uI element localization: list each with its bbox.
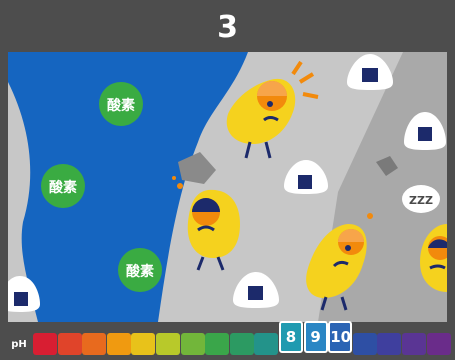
rice-ball[interactable]: [8, 276, 40, 312]
game-scene: 酸素 酸素 酸素: [8, 52, 447, 322]
ph-cell[interactable]: [106, 333, 131, 355]
ph-cell[interactable]: [57, 333, 82, 355]
ph-cell[interactable]: [426, 333, 451, 355]
rice-ball[interactable]: [347, 54, 393, 90]
ph-cell[interactable]: [131, 333, 156, 355]
oxygen-bubble: 酸素: [99, 82, 143, 126]
bacteria-character[interactable]: [226, 60, 319, 159]
ph-cell[interactable]: [402, 333, 426, 355]
ph-cell[interactable]: [82, 333, 107, 355]
level-number: 3: [217, 10, 238, 45]
oxygen-bubble: 酸素: [41, 164, 85, 208]
rock: [178, 152, 216, 184]
river-bank-left: [8, 82, 38, 322]
ph-cell[interactable]: [377, 333, 402, 355]
rock: [376, 156, 398, 176]
ph-cell-active[interactable]: 8: [279, 321, 303, 353]
ph-cell[interactable]: [205, 333, 230, 355]
ph-cell-active[interactable]: 9: [303, 321, 328, 353]
ph-cell[interactable]: [33, 333, 57, 355]
ph-cell[interactable]: [254, 333, 279, 355]
oxygen-label: 酸素: [126, 263, 154, 280]
ph-cell[interactable]: [229, 333, 254, 355]
ph-cell-active[interactable]: 10: [328, 321, 353, 353]
ph-cell[interactable]: [156, 333, 180, 355]
ph-cell[interactable]: [352, 333, 377, 355]
ph-label: pH: [11, 339, 27, 350]
rice-ball[interactable]: [404, 112, 446, 150]
bacteria-character[interactable]: [172, 176, 240, 271]
oxygen-bubble: 酸素: [118, 248, 162, 292]
ph-cell[interactable]: [180, 333, 205, 355]
sleep-text: ZZZ: [409, 194, 433, 207]
rice-ball[interactable]: [284, 160, 328, 194]
oxygen-label: 酸素: [49, 179, 77, 196]
scene-svg: 酸素 酸素 酸素: [8, 52, 447, 322]
sleep-bubble: ZZZ: [402, 185, 440, 213]
oxygen-label: 酸素: [107, 97, 135, 114]
river-water: [8, 52, 248, 322]
rice-ball[interactable]: [233, 272, 279, 308]
bacteria-character[interactable]: [306, 213, 373, 311]
bacteria-character[interactable]: [420, 224, 447, 292]
